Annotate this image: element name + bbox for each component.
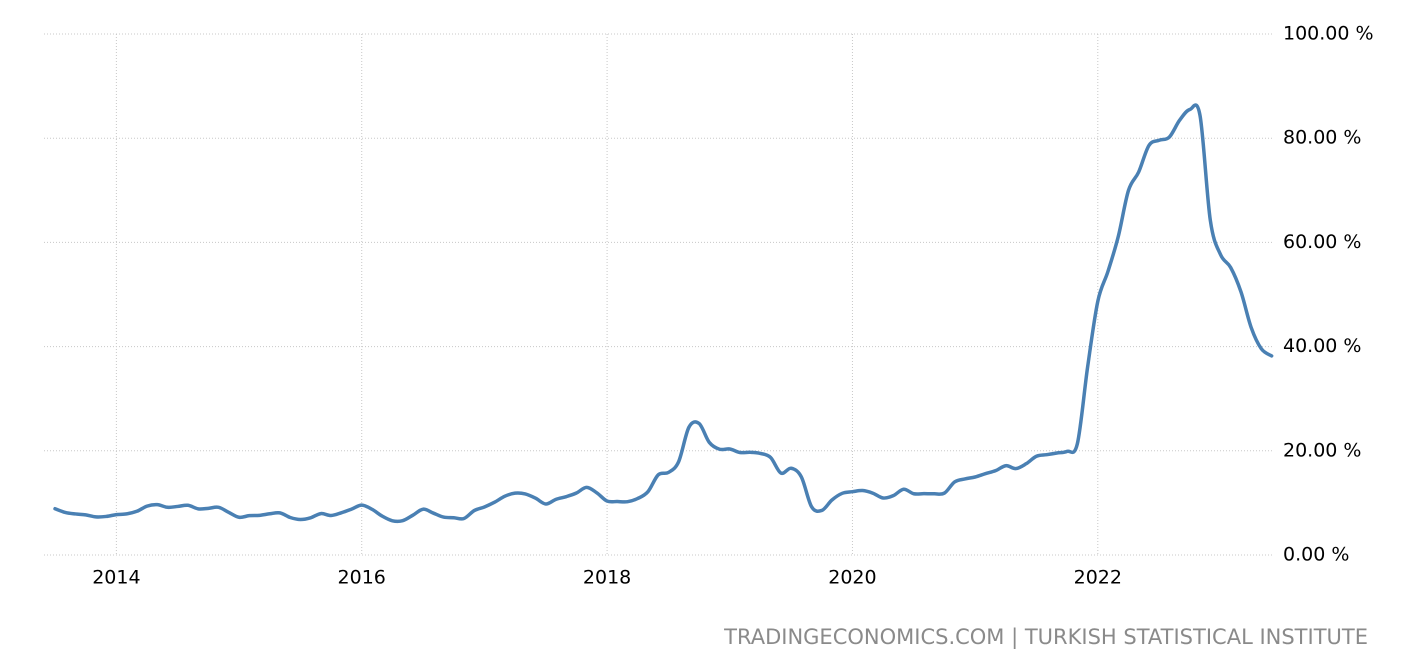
x-tick-label: 2020 xyxy=(828,567,876,589)
line xyxy=(53,103,1274,524)
x-tick-label: 2016 xyxy=(338,567,386,589)
x-tick-label: 2022 xyxy=(1074,567,1122,589)
source: TRADINGECONOMICS.COM | TURKISH STATISTIC… xyxy=(723,625,1368,650)
x-tick-label: 2014 xyxy=(92,567,140,589)
y-tick-label: 0.00 % xyxy=(1283,544,1349,566)
y-tick-label: 100.00 % xyxy=(1283,23,1374,45)
y-tick-label: 60.00 % xyxy=(1283,231,1362,253)
x-tick-label: 2018 xyxy=(583,567,631,589)
y-tick-label: 40.00 % xyxy=(1283,335,1362,357)
y-tick-label: 80.00 % xyxy=(1283,127,1362,149)
y-tick-label: 20.00 % xyxy=(1283,439,1362,461)
